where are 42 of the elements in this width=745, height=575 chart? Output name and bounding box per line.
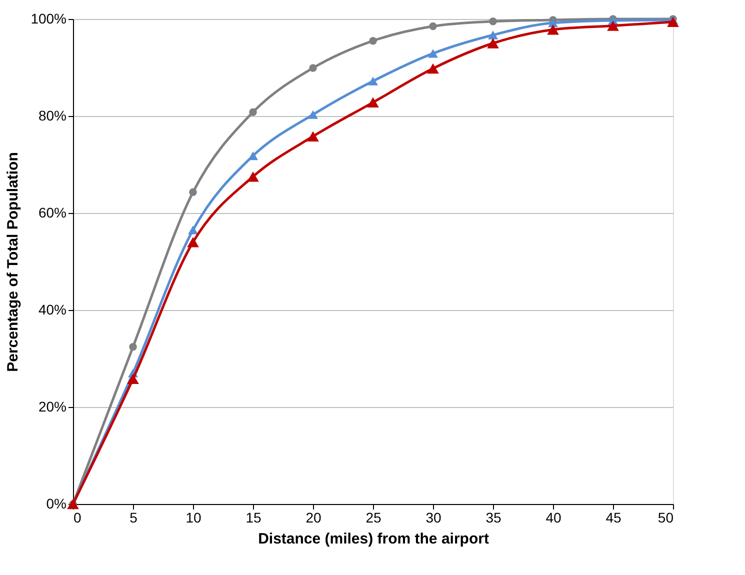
point bbox=[368, 76, 378, 86]
point bbox=[249, 108, 257, 116]
x-tick-label: 10 bbox=[186, 510, 202, 526]
point bbox=[428, 49, 438, 58]
x-tick-label: 20 bbox=[306, 510, 322, 526]
y-tick-label: 20% bbox=[38, 398, 66, 414]
point bbox=[248, 151, 258, 160]
y-tick-label: 60% bbox=[38, 204, 66, 220]
point bbox=[247, 172, 259, 182]
point bbox=[127, 374, 139, 384]
point bbox=[667, 16, 679, 28]
x-tick-label: 40 bbox=[546, 510, 562, 526]
point bbox=[607, 20, 619, 31]
x-axis-title: Distance (miles) from the airport bbox=[258, 530, 489, 548]
point bbox=[488, 30, 498, 40]
point bbox=[367, 97, 379, 108]
point bbox=[487, 38, 499, 48]
x-tick-label: 15 bbox=[246, 510, 262, 526]
point bbox=[547, 24, 559, 35]
point bbox=[189, 188, 197, 196]
point bbox=[309, 64, 317, 72]
point bbox=[427, 63, 439, 74]
x-tick-label: 50 bbox=[658, 510, 674, 526]
x-tick-label: 35 bbox=[486, 510, 502, 526]
y-tick-label: 100% bbox=[30, 10, 66, 26]
y-axis-title: Percentage of Total Population bbox=[4, 152, 22, 372]
y-tick-label: 40% bbox=[38, 302, 66, 318]
point bbox=[187, 236, 199, 248]
x-tick-label: 45 bbox=[606, 510, 622, 526]
y-tick-label: 0% bbox=[46, 496, 66, 512]
point bbox=[307, 131, 319, 142]
x-tick-label: 30 bbox=[426, 510, 442, 526]
point bbox=[489, 18, 497, 26]
x-tick-label: 25 bbox=[366, 510, 382, 526]
point bbox=[369, 36, 377, 45]
y-tick-label: 80% bbox=[38, 108, 66, 124]
point bbox=[429, 22, 437, 30]
point bbox=[188, 226, 198, 234]
x-tick-label: 5 bbox=[130, 510, 138, 526]
point bbox=[129, 342, 137, 351]
x-tick-label: 0 bbox=[74, 510, 82, 526]
point bbox=[308, 110, 318, 119]
